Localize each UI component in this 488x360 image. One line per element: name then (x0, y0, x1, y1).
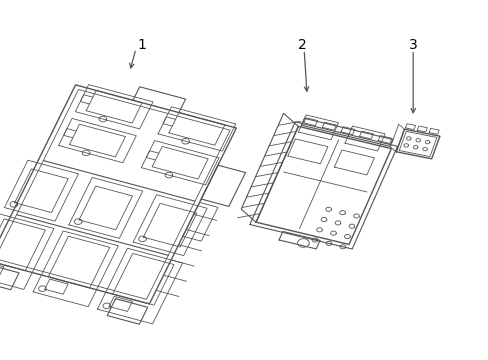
Text: 2: 2 (297, 38, 306, 52)
Text: 3: 3 (408, 38, 417, 52)
Text: 1: 1 (137, 38, 146, 52)
